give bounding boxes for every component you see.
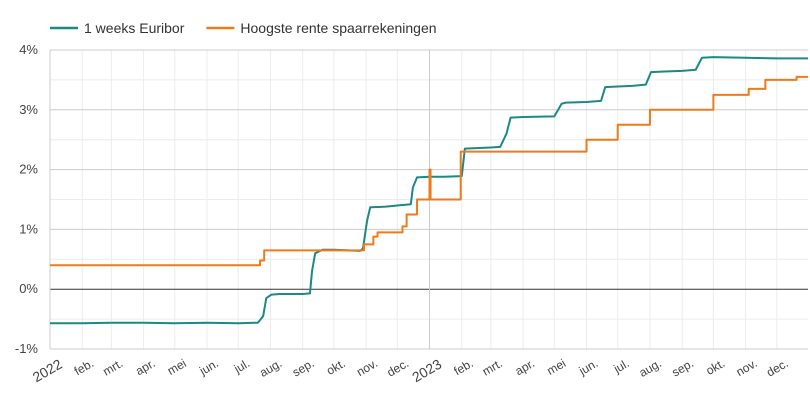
x-tick-label: jun. <box>196 356 221 378</box>
x-tick-label: okt. <box>324 356 348 378</box>
minor-gridlines <box>50 50 808 349</box>
y-tick-label: 2% <box>19 162 38 177</box>
x-tick-label: feb. <box>72 356 96 378</box>
x-tick-label: feb. <box>451 356 475 378</box>
x-tick-label: jun. <box>576 356 601 378</box>
x-tick-label: 2022 <box>30 356 65 386</box>
y-tick-label: 3% <box>19 102 38 117</box>
series-lines <box>50 56 808 325</box>
x-tick-label: okt. <box>704 356 728 378</box>
x-tick-label: dec. <box>385 356 412 379</box>
x-axis-labels: 2022 feb. mrt. apr. mei jun. jul. aug. sep. okt. n… <box>30 356 791 386</box>
x-tick-label: dec. <box>764 356 791 379</box>
x-tick-label: nov. <box>734 356 760 379</box>
legend-label-1: 1 weeks Euribor <box>84 20 185 36</box>
x-tick-label: sep. <box>290 356 317 379</box>
x-tick-label: aug. <box>257 356 284 380</box>
series-line-2 <box>50 75 808 267</box>
x-tick-label: apr. <box>133 356 157 378</box>
x-tick-label: jul. <box>610 356 631 376</box>
x-tick-label: mrt. <box>100 356 125 378</box>
y-tick-label: 0% <box>19 281 38 296</box>
chart-legend: 1 weeks Euribor Hoogste rente spaarrekeni… <box>50 20 437 36</box>
x-tick-label: apr. <box>513 356 537 378</box>
x-tick-label: aug. <box>637 356 664 380</box>
y-axis-labels: -1% 0% 1% 2% 3% 4% <box>15 42 39 356</box>
x-tick-label: nov. <box>354 356 380 379</box>
series-line-1 <box>50 56 808 325</box>
y-tick-label: -1% <box>15 341 39 356</box>
x-tick-label: sep. <box>669 356 696 379</box>
legend-label-2: Hoogste rente spaarrekeningen <box>240 20 436 36</box>
y-tick-label: 1% <box>19 221 38 236</box>
x-tick-label: mrt. <box>480 356 505 378</box>
x-tick-label: 2023 <box>409 356 444 386</box>
y-tick-label: 4% <box>19 42 38 57</box>
x-tick-label: jul. <box>231 356 252 376</box>
x-tick-label: mei <box>544 356 568 378</box>
x-tick-label: mei <box>165 356 189 378</box>
